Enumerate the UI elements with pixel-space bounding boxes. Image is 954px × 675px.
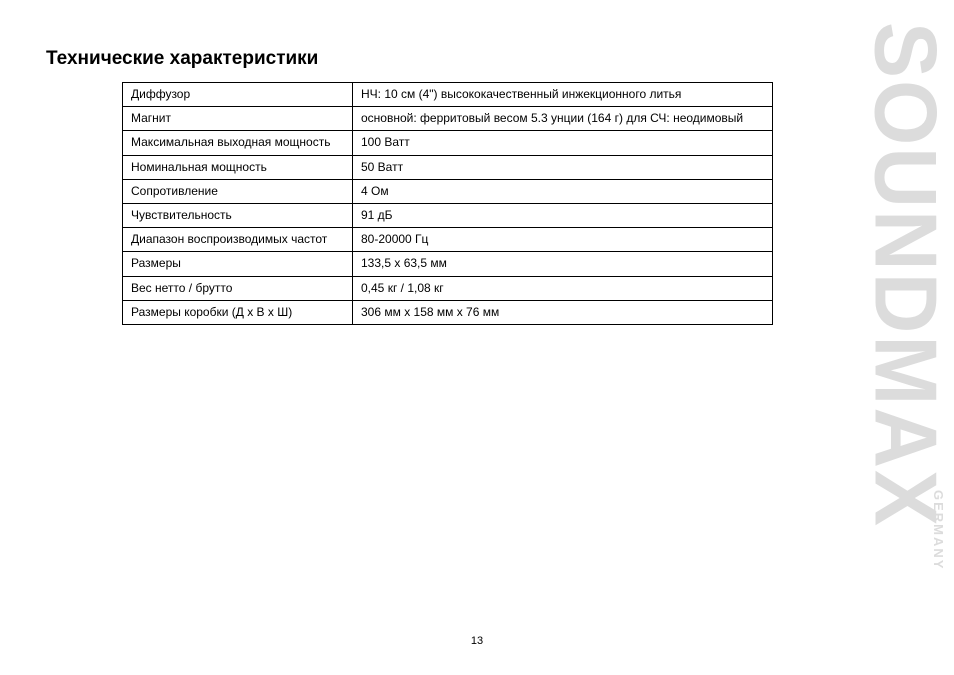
spec-value: 50 Ватт	[353, 155, 773, 179]
table-row: Сопротивление 4 Ом	[123, 179, 773, 203]
spec-label: Максимальная выходная мощность	[123, 131, 353, 155]
spec-value: 306 мм x 158 мм x 76 мм	[353, 300, 773, 324]
spec-label: Размеры	[123, 252, 353, 276]
spec-label: Диапазон воспроизводимых частот	[123, 228, 353, 252]
spec-label: Сопротивление	[123, 179, 353, 203]
table-row: Вес нетто / брутто 0,45 кг / 1,08 кг	[123, 276, 773, 300]
spec-label: Вес нетто / брутто	[123, 276, 353, 300]
table-row: Диапазон воспроизводимых частот 80-20000…	[123, 228, 773, 252]
brand-subtext: GERMANY	[931, 490, 946, 570]
page: Технические характеристики Диффузор НЧ: …	[0, 0, 954, 675]
table-row: Номинальная мощность 50 Ватт	[123, 155, 773, 179]
brand-logo-text: SOUNDMAX	[862, 22, 950, 528]
spec-label: Диффузор	[123, 83, 353, 107]
table-row: Максимальная выходная мощность 100 Ватт	[123, 131, 773, 155]
spec-value: 91 дБ	[353, 203, 773, 227]
spec-value: НЧ: 10 см (4") высококачественный инжекц…	[353, 83, 773, 107]
spec-label: Номинальная мощность	[123, 155, 353, 179]
spec-label: Размеры коробки (Д x В x Ш)	[123, 300, 353, 324]
table-row: Диффузор НЧ: 10 см (4") высококачественн…	[123, 83, 773, 107]
spec-value: 133,5 x 63,5 мм	[353, 252, 773, 276]
spec-value: основной: ферритовый весом 5.3 унции (16…	[353, 107, 773, 131]
table-row: Размеры коробки (Д x В x Ш) 306 мм x 158…	[123, 300, 773, 324]
spec-value: 4 Ом	[353, 179, 773, 203]
table-row: Магнит основной: ферритовый весом 5.3 ун…	[123, 107, 773, 131]
spec-label: Чувствительность	[123, 203, 353, 227]
spec-table: Диффузор НЧ: 10 см (4") высококачественн…	[122, 82, 773, 325]
page-title: Технические характеристики	[46, 48, 318, 70]
spec-value: 100 Ватт	[353, 131, 773, 155]
spec-label: Магнит	[123, 107, 353, 131]
page-number: 13	[0, 635, 954, 647]
table-row: Размеры 133,5 x 63,5 мм	[123, 252, 773, 276]
table-row: Чувствительность 91 дБ	[123, 203, 773, 227]
spec-value: 0,45 кг / 1,08 кг	[353, 276, 773, 300]
spec-value: 80-20000 Гц	[353, 228, 773, 252]
brand-watermark: SOUNDMAX GERMANY	[854, 0, 954, 675]
